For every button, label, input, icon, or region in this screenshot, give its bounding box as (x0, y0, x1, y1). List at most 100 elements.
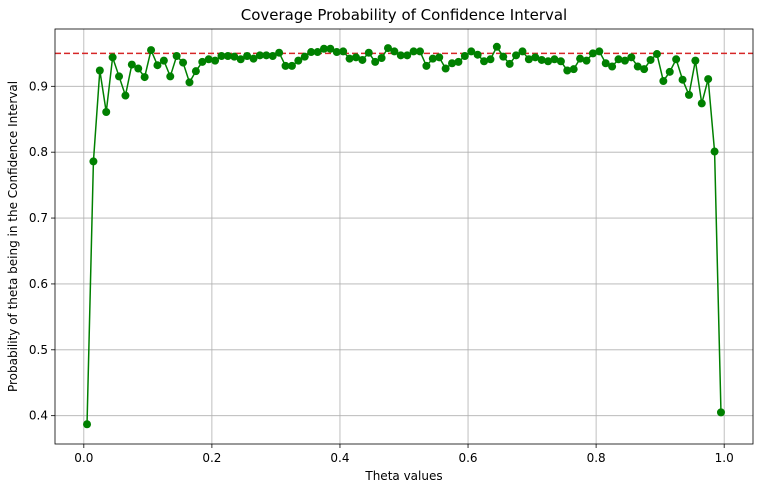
data-point (95, 66, 104, 75)
data-point (390, 47, 399, 56)
series-group (83, 42, 725, 429)
data-point (614, 55, 623, 64)
x-tick-label: 0.2 (202, 451, 221, 465)
data-point (665, 67, 674, 76)
data-point (710, 147, 719, 156)
data-point (255, 51, 264, 60)
data-point (204, 55, 213, 64)
data-point (659, 77, 668, 86)
data-point (371, 57, 380, 66)
data-point (185, 78, 194, 87)
axes-frame (54, 28, 754, 445)
data-point (473, 50, 482, 59)
y-tick-label: 0.4 (29, 409, 48, 423)
x-tick-label: 0.0 (74, 451, 93, 465)
data-point (262, 51, 271, 60)
data-point (460, 52, 469, 61)
y-axis-ticks: 0.4 0.5 0.6 0.7 0.8 0.9 (29, 79, 55, 423)
data-point (268, 52, 277, 61)
data-point (300, 52, 309, 61)
data-point (108, 53, 117, 62)
data-point (691, 56, 700, 65)
data-point (383, 44, 392, 53)
data-point (243, 52, 252, 61)
data-point (518, 47, 527, 56)
data-point (319, 44, 328, 53)
grid-lines (55, 29, 753, 444)
data-point (454, 57, 463, 66)
data-point (179, 58, 188, 67)
data-point (467, 47, 476, 56)
data-point (287, 61, 296, 70)
x-tick-label: 1.0 (715, 451, 734, 465)
data-point (640, 65, 649, 74)
data-point (652, 50, 661, 59)
data-point (281, 61, 290, 70)
data-point (550, 55, 559, 64)
data-point (505, 59, 514, 68)
data-point (147, 46, 156, 55)
data-point (486, 55, 495, 64)
data-point (595, 47, 604, 56)
data-point (537, 55, 546, 64)
data-point (198, 57, 207, 66)
data-point (582, 56, 591, 65)
data-point (127, 60, 136, 69)
data-point (249, 54, 258, 63)
data-point (166, 72, 175, 81)
data-point (236, 55, 245, 64)
data-point (627, 53, 636, 62)
data-point (428, 54, 437, 63)
plot-frame (54, 28, 754, 445)
data-point (396, 51, 405, 60)
data-point (313, 48, 322, 57)
data-point (576, 54, 585, 63)
data-point (716, 408, 725, 417)
data-point (697, 99, 706, 108)
x-axis-ticks: 0.0 0.2 0.4 0.6 0.8 1.0 (74, 444, 734, 465)
data-point (588, 49, 597, 58)
data-point (102, 108, 111, 116)
data-point (448, 59, 457, 68)
x-axis-title: Theta values (364, 469, 442, 483)
data-point (704, 75, 713, 84)
data-point (140, 73, 149, 82)
data-point (217, 52, 226, 61)
data-point (633, 62, 642, 71)
data-point (672, 55, 681, 64)
data-point (601, 59, 610, 68)
data-point (544, 57, 553, 66)
data-point (83, 420, 92, 429)
data-point (492, 42, 501, 51)
data-point (134, 64, 143, 73)
data-point (358, 55, 367, 64)
data-point (422, 61, 431, 70)
data-point (435, 53, 444, 62)
data-point (294, 56, 303, 65)
y-axis-title: Probability of theta being in the Confid… (6, 81, 20, 392)
data-point (191, 67, 200, 76)
x-tick-label: 0.6 (458, 451, 477, 465)
data-point (416, 47, 425, 56)
x-tick-label: 0.4 (330, 451, 349, 465)
data-point (531, 53, 540, 62)
y-tick-label: 0.6 (29, 277, 48, 291)
data-point (351, 53, 360, 62)
data-point (89, 157, 98, 166)
data-point (159, 56, 168, 65)
data-point (524, 55, 533, 64)
data-point (556, 57, 565, 66)
data-point (332, 48, 341, 57)
data-point (115, 72, 124, 81)
y-tick-label: 0.7 (29, 211, 48, 225)
data-point (608, 62, 617, 71)
data-point (620, 56, 629, 65)
x-tick-label: 0.8 (587, 451, 606, 465)
data-point (172, 52, 181, 61)
data-point (377, 53, 386, 62)
data-point (499, 52, 508, 61)
y-tick-label: 0.8 (29, 145, 48, 159)
data-point (441, 64, 450, 73)
data-point (480, 57, 489, 66)
data-point (409, 47, 418, 56)
